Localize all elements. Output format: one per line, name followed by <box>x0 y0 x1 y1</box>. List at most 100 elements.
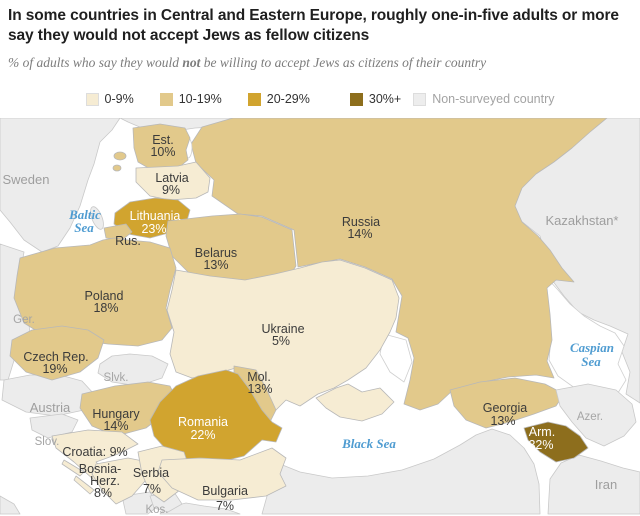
map-label-ger: Ger. <box>13 314 35 326</box>
title-line-1: In some countries in Central and Eastern… <box>8 7 619 24</box>
region-croatia_island1 <box>61 459 85 477</box>
map-label-sea: Sea <box>74 220 94 235</box>
region-gotland <box>90 206 104 230</box>
region-ukraine <box>166 259 400 417</box>
map-label-ukraine: Ukraine <box>261 322 304 336</box>
map-label-caspian: Caspian <box>570 340 614 355</box>
title-line-2: say they would not accept Jews as fellow… <box>8 27 370 44</box>
region-scandinavia <box>0 118 121 253</box>
map-label-slov: Slov. <box>35 436 60 448</box>
map-label-8: 8% <box>94 486 112 500</box>
map-label-bulgaria: Bulgaria <box>202 484 248 498</box>
legend-label-0-9: 0-9% <box>104 92 134 106</box>
map-label-23: 23% <box>141 222 166 236</box>
legend-item-10-19: 10-19% <box>159 92 222 106</box>
map-label-est: Est. <box>152 133 174 147</box>
map-label-10: 10% <box>150 145 175 159</box>
map-label-13: 13% <box>247 382 272 396</box>
map-label-sea: Sea <box>581 354 601 369</box>
map-label-arm: Arm. <box>529 425 555 439</box>
map-label-czech-rep: Czech Rep. <box>23 350 88 364</box>
map-label-bosnia: Bosnia- <box>79 462 121 476</box>
map-label-austria: Austria <box>30 400 71 415</box>
region-kazakhstan <box>499 118 640 404</box>
subtitle-bold-word: not <box>182 55 201 70</box>
map-label-lithuania: Lithuania <box>130 209 181 223</box>
legend-label-30plus: 30%+ <box>368 92 402 106</box>
map-label-serbia: Serbia <box>133 466 169 480</box>
map-label-18: 18% <box>93 301 118 315</box>
map-label-herz: Herz. <box>90 474 120 488</box>
subtitle-suffix: be willing to accept Jews as citizens of… <box>200 55 487 70</box>
map-label-14: 14% <box>347 227 372 241</box>
map-label-belarus: Belarus <box>195 246 237 260</box>
legend-swatch-30plus <box>349 92 363 106</box>
region-sea_of_azov <box>379 333 413 383</box>
map-label-hungary: Hungary <box>92 407 140 421</box>
map-label-latvia: Latvia <box>155 171 188 185</box>
legend-item-20-29: 20-29% <box>247 92 310 106</box>
region-bosnia <box>91 457 149 505</box>
map-label-19: 19% <box>42 362 67 376</box>
map-label-mol: Mol. <box>247 370 271 384</box>
region-poland <box>13 237 177 347</box>
region-georgia <box>449 377 565 429</box>
page-title: In some countries in Central and Eastern… <box>8 6 634 46</box>
subtitle-prefix: % of adults who say they would <box>8 55 183 70</box>
map-label-kazakhstan: Kazakhstan* <box>546 213 619 228</box>
region-azerbaijan <box>555 383 637 447</box>
region-turkey <box>261 428 541 515</box>
region-slovakia <box>97 353 169 387</box>
map-label-sweden: Sweden <box>3 172 50 187</box>
map-label-9: 9% <box>162 183 180 197</box>
region-estonia <box>132 123 191 171</box>
subtitle: % of adults who say they would not be wi… <box>8 55 634 71</box>
region-bulgaria <box>157 447 287 501</box>
region-italy_corner <box>0 495 21 515</box>
region-slovenia <box>29 413 79 439</box>
legend-item-0-9: 0-9% <box>85 92 134 106</box>
map-label-poland: Poland <box>85 289 124 303</box>
legend-label-20-29: 20-29% <box>266 92 310 106</box>
choropleth-map: Est.10%Latvia9%Lithuania23%Rus.Belarus13… <box>0 118 640 516</box>
map-label-croatia-9: Croatia: 9% <box>62 445 127 459</box>
legend-label-non-surveyed: Non-surveyed country <box>432 92 555 106</box>
legend-swatch-20-29 <box>247 92 261 106</box>
region-armenia <box>523 421 589 463</box>
region-latvia <box>135 161 211 201</box>
map-label-13: 13% <box>490 414 515 428</box>
region-crimea <box>315 383 395 422</box>
map-label-kos: Kos. <box>145 504 168 516</box>
map-label-azer: Azer. <box>577 411 603 423</box>
legend-item-non-surveyed: Non-surveyed country <box>413 92 554 106</box>
map-label-black-sea: Black Sea <box>341 436 396 451</box>
region-czech_republic <box>9 325 105 381</box>
map-label-7: 7% <box>143 482 161 496</box>
map-label-georgia: Georgia <box>483 401 528 415</box>
map-label-romania: Romania <box>178 415 228 429</box>
region-croatia_island2 <box>73 475 95 495</box>
map-label-iran: Iran <box>595 477 617 492</box>
map-label-22: 22% <box>190 428 215 442</box>
region-estonia_island1 <box>113 151 127 161</box>
region-estonia_island2 <box>112 164 122 172</box>
map-label-14: 14% <box>103 419 128 433</box>
region-russia <box>190 118 608 411</box>
legend-swatch-0-9 <box>85 92 99 106</box>
region-albania_montenegro <box>121 491 159 515</box>
legend: 0-9% 10-19% 20-29% 30%+ Non-surveyed cou… <box>0 92 640 106</box>
legend-swatch-10-19 <box>159 92 173 106</box>
map-label-baltic: Baltic <box>68 207 101 222</box>
map-label-russia: Russia <box>342 215 380 229</box>
header: In some countries in Central and Eastern… <box>8 6 634 71</box>
map-label-rus: Rus. <box>115 234 141 248</box>
map-label-slvk: Slvk. <box>104 372 129 384</box>
legend-swatch-non-surveyed <box>413 92 427 106</box>
legend-item-30plus: 30%+ <box>349 92 402 106</box>
map-label-32: 32% <box>528 438 553 452</box>
map-label-5: 5% <box>272 334 290 348</box>
region-kaliningrad <box>103 223 133 241</box>
legend-label-10-19: 10-19% <box>178 92 222 106</box>
map-label-13: 13% <box>203 258 228 272</box>
map-label-7: 7% <box>216 499 234 513</box>
